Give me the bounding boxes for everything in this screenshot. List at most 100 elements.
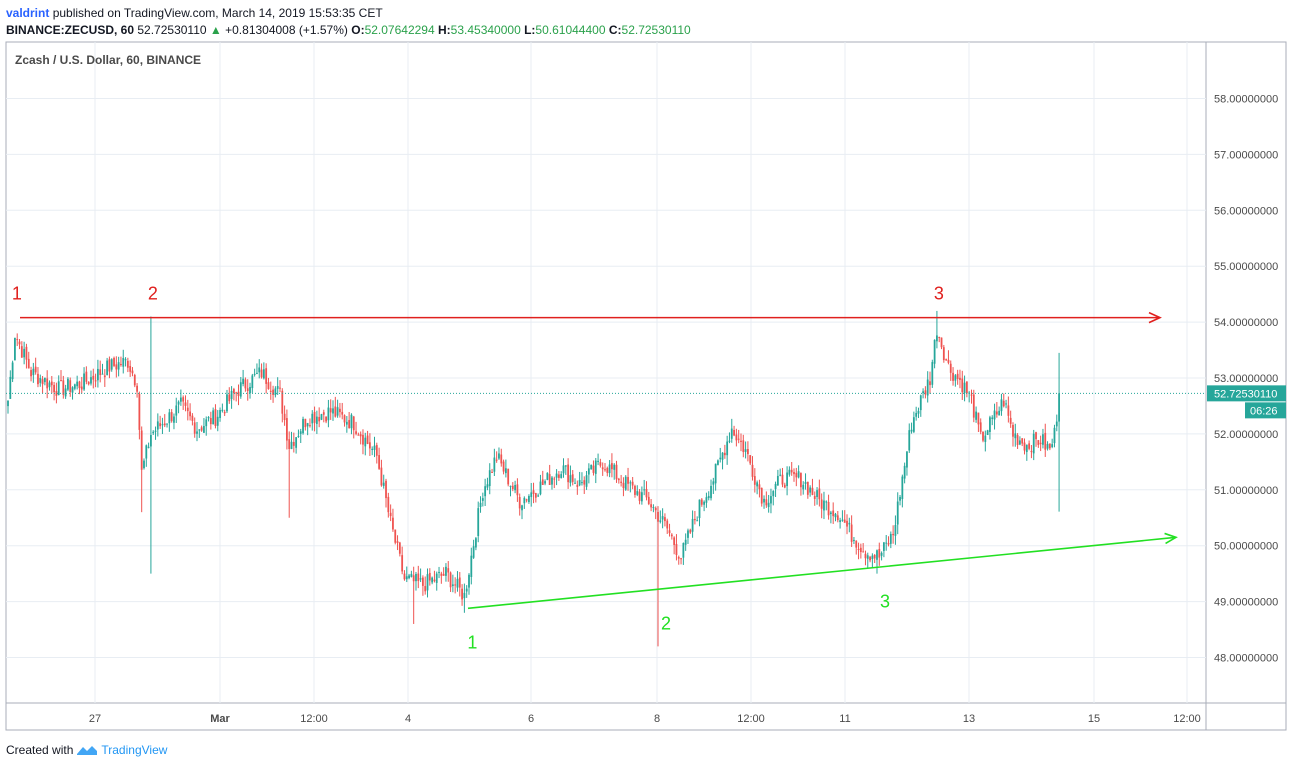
candle-body <box>604 469 606 471</box>
candle-body <box>615 464 618 480</box>
candle-body <box>970 394 973 396</box>
candle-body <box>193 422 196 434</box>
candle-body <box>1000 399 1003 412</box>
candle-body <box>435 573 438 583</box>
candle-body <box>617 478 620 481</box>
candle-body <box>122 357 125 367</box>
candle-body <box>707 495 710 499</box>
y-tick-label: 50.00000000 <box>1214 541 1278 553</box>
candle-body <box>670 534 673 537</box>
candle-body <box>385 480 387 499</box>
candle-body <box>717 460 719 465</box>
candle-body <box>820 499 823 509</box>
candle-body <box>873 554 876 559</box>
candle-body <box>1032 433 1035 454</box>
y-tick-label: 54.00000000 <box>1214 317 1278 329</box>
candle-body <box>963 382 966 394</box>
candle-body <box>242 378 245 385</box>
close-label: C: <box>608 23 622 37</box>
candle-body <box>76 381 79 387</box>
price-axis[interactable]: 48.00000000 49.00000000 50.00000000 51.0000… <box>1207 94 1286 665</box>
candle-body <box>69 380 72 392</box>
candle-body <box>809 487 812 493</box>
candle-body <box>78 381 81 389</box>
candle-body <box>546 472 549 480</box>
time-axis[interactable]: 27 Mar 12:00 4 6 8 12:00 11 13 15 12:00 <box>89 713 1201 725</box>
candle-body <box>348 420 351 429</box>
candle-body <box>67 378 69 390</box>
candle-body <box>408 575 410 579</box>
candle-body <box>938 336 941 338</box>
candle-body <box>152 431 155 434</box>
candle-body <box>447 568 450 573</box>
candle-body <box>103 375 106 378</box>
candle-body <box>564 465 567 467</box>
candle-body <box>156 421 159 430</box>
candle-body <box>751 464 754 477</box>
candle-body <box>1009 417 1012 424</box>
candle-body <box>318 416 321 422</box>
candle-body <box>924 390 927 395</box>
candle-body <box>772 491 775 497</box>
candle-body <box>516 484 519 496</box>
author-name[interactable]: valdrint <box>6 6 50 20</box>
resistance-touch-label: 2 <box>148 284 158 304</box>
candle-body <box>177 401 180 405</box>
low-label: L: <box>524 23 536 37</box>
candle-body <box>774 483 777 490</box>
candle-body <box>96 368 99 381</box>
candle-body <box>422 577 424 586</box>
candle-body <box>419 578 422 580</box>
candle-body <box>587 468 590 475</box>
grid <box>6 42 1206 703</box>
candle-body <box>320 414 323 420</box>
candle-body <box>230 390 233 399</box>
candle-body <box>475 538 477 548</box>
candle-body <box>163 423 166 426</box>
candle-body <box>571 474 574 482</box>
candle-body <box>306 423 309 427</box>
candle-body <box>959 377 961 380</box>
candle-body <box>1042 434 1044 445</box>
candle-body <box>594 460 597 474</box>
candle-body <box>355 431 357 434</box>
candle-body <box>597 460 599 462</box>
tradingview-brand[interactable]: TradingView <box>101 743 168 757</box>
support-touch-label: 1 <box>467 633 477 653</box>
candle-body <box>606 467 609 473</box>
candle-body <box>186 407 189 412</box>
x-tick-label: 27 <box>89 713 101 725</box>
last-price-tag-label: 52.72530110 <box>1214 388 1277 400</box>
candle-body <box>691 518 694 532</box>
candle-body <box>735 434 738 441</box>
candle-body <box>949 363 952 373</box>
candle-body <box>839 520 842 523</box>
candle-body <box>117 362 120 370</box>
candle-body <box>797 471 800 478</box>
candle-body <box>101 373 104 375</box>
candle-body <box>836 515 839 521</box>
candle-body <box>627 477 629 484</box>
candle-body <box>327 407 330 421</box>
candle-body <box>509 485 512 487</box>
x-tick-label: 8 <box>654 713 660 725</box>
candle-body <box>161 424 164 426</box>
candle-body <box>876 550 878 560</box>
candle-body <box>929 381 931 386</box>
candle-body <box>611 463 613 470</box>
candle-body <box>246 388 249 391</box>
candle-body <box>776 475 779 486</box>
candle-body <box>507 468 510 485</box>
candle-body <box>693 518 696 521</box>
candle-body <box>758 484 761 490</box>
support-touch-label: 2 <box>661 613 671 633</box>
candle-body <box>179 397 182 402</box>
candle-body <box>387 496 390 513</box>
candle-body <box>903 465 906 479</box>
candle-body <box>1053 427 1056 444</box>
candle-body <box>719 457 722 460</box>
candle-body <box>567 464 570 483</box>
candle-body <box>576 484 579 487</box>
candle-body <box>541 479 544 485</box>
